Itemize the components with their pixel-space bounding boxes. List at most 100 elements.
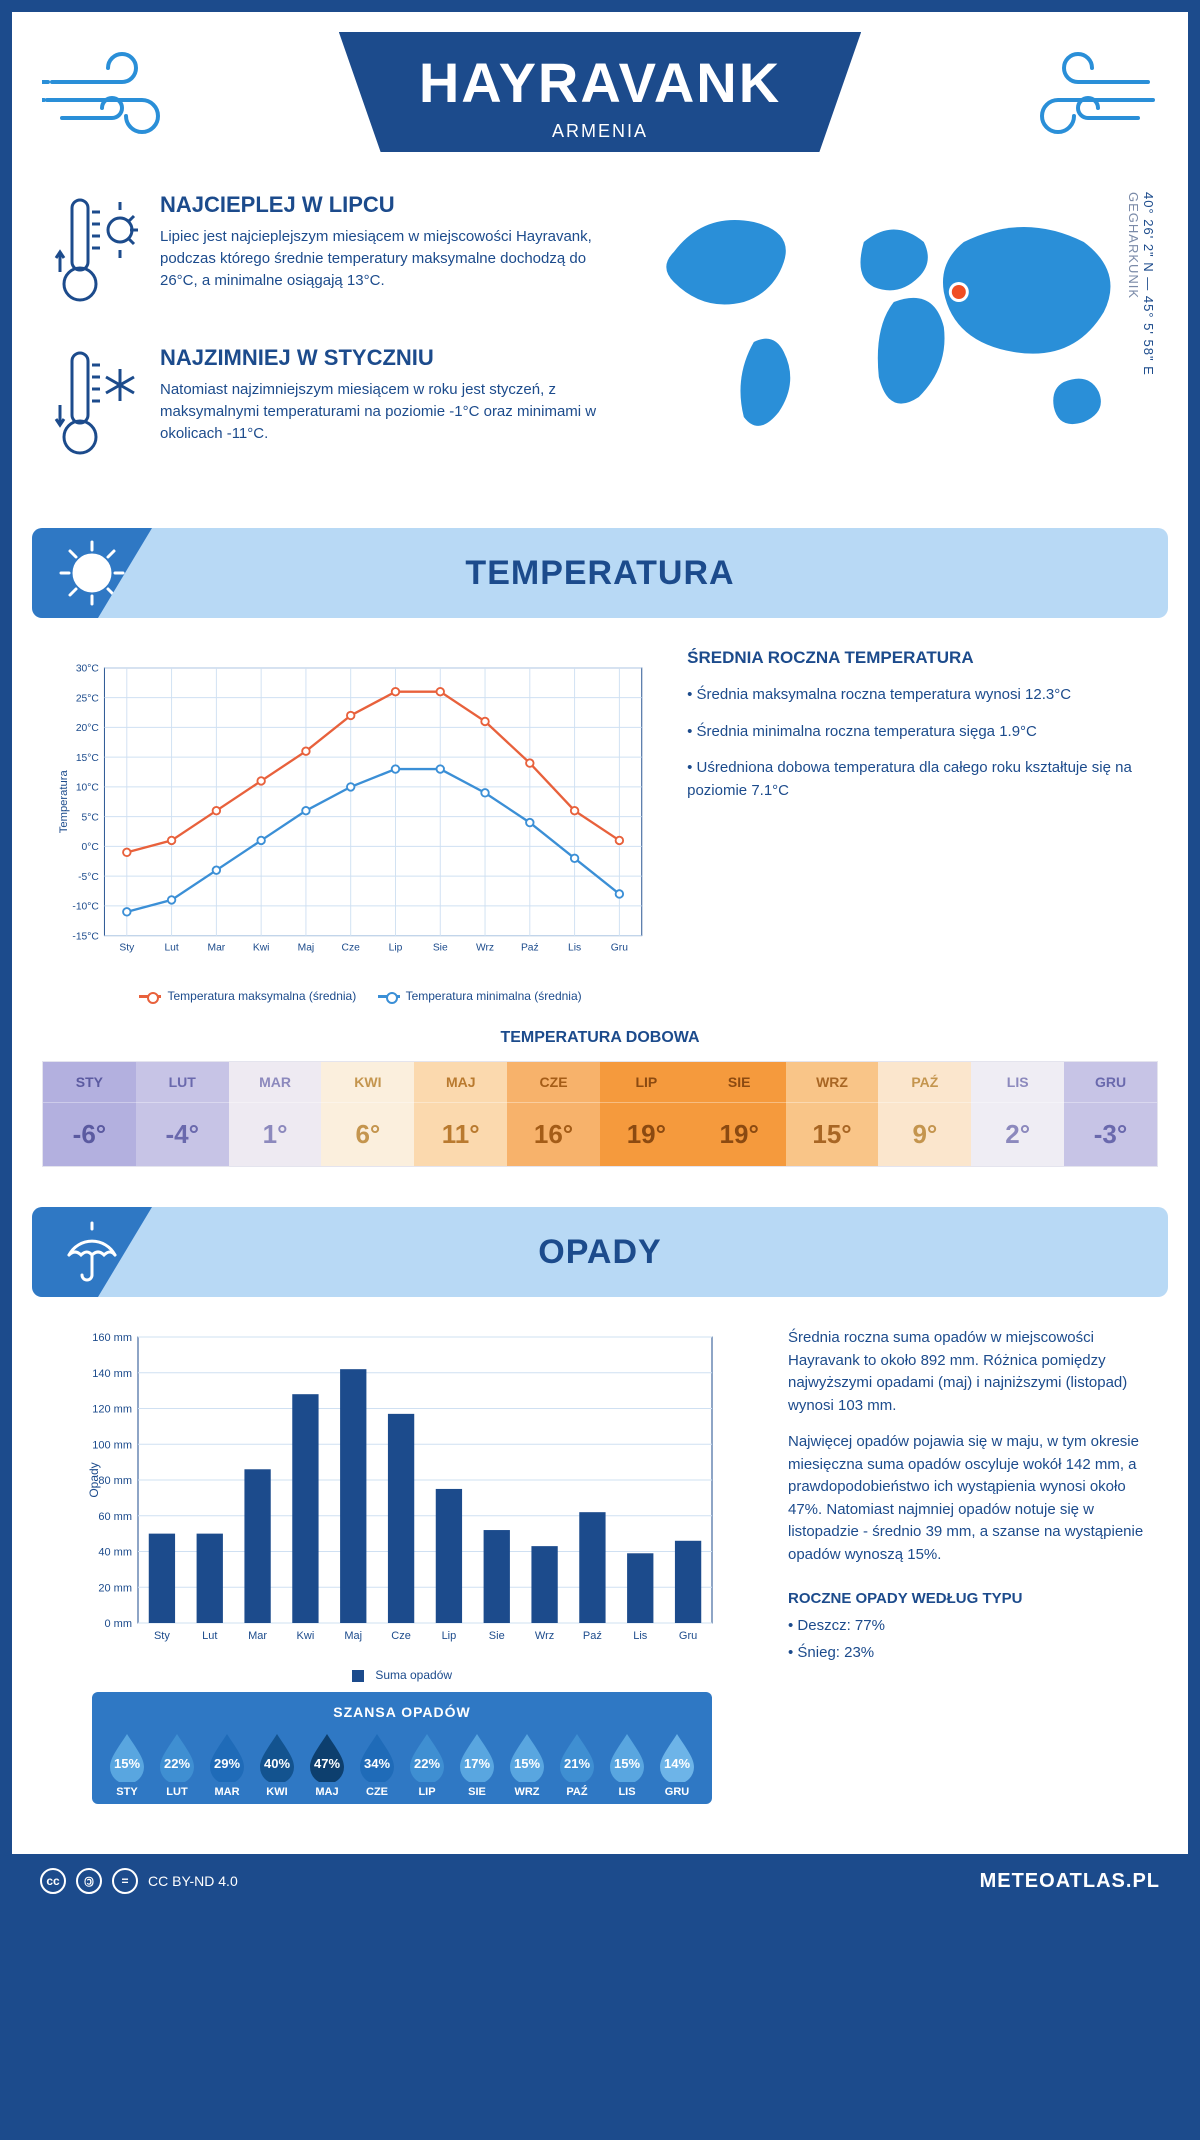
intro-map: 40° 26' 2" N — 45° 5' 58" E GEGHARKUNIK — [640, 192, 1148, 498]
daily-cell: LIS2° — [971, 1062, 1064, 1166]
svg-text:Paź: Paź — [521, 943, 539, 954]
nd-icon: = — [112, 1868, 138, 1894]
svg-text:-15°C: -15°C — [72, 931, 99, 942]
svg-text:22%: 22% — [164, 1756, 190, 1771]
section-header-precip: OPADY — [32, 1207, 1168, 1297]
svg-text:Kwi: Kwi — [297, 1630, 315, 1642]
svg-text:Cze: Cze — [342, 943, 361, 954]
svg-text:Sie: Sie — [489, 1630, 505, 1642]
country-name: ARMENIA — [419, 121, 781, 142]
fact-hottest: NAJCIEPLEJ W LIPCU Lipiec jest najcieple… — [52, 192, 610, 317]
svg-text:120 mm: 120 mm — [92, 1404, 132, 1416]
svg-text:Lip: Lip — [389, 943, 403, 954]
precip-types-title: ROCZNE OPADY WEDŁUG TYPU — [788, 1590, 1148, 1607]
svg-text:Lut: Lut — [164, 943, 178, 954]
svg-text:0 mm: 0 mm — [105, 1618, 133, 1630]
svg-text:Gru: Gru — [679, 1630, 697, 1642]
precip-rain: • Deszcz: 77% — [788, 1615, 1148, 1638]
svg-text:47%: 47% — [314, 1756, 340, 1771]
svg-text:40 mm: 40 mm — [98, 1547, 132, 1559]
section-title-temperature: TEMPERATURA — [32, 554, 1168, 593]
svg-text:20 mm: 20 mm — [98, 1582, 132, 1594]
svg-text:Mar: Mar — [208, 943, 226, 954]
daily-temp-row: STY-6°LUT-4°MAR1°KWI6°MAJ11°CZE16°LIP19°… — [42, 1061, 1158, 1167]
thermometer-cold-icon — [52, 345, 142, 470]
temp-bullet-3: • Uśredniona dobowa temperatura dla całe… — [687, 757, 1148, 802]
chance-drop: 17%SIE — [452, 1730, 502, 1798]
svg-text:15°C: 15°C — [76, 753, 100, 764]
precip-p1: Średnia roczna suma opadów w miejscowośc… — [788, 1327, 1148, 1417]
temp-bullet-2: • Średnia minimalna roczna temperatura s… — [687, 721, 1148, 744]
svg-text:Sty: Sty — [119, 943, 135, 954]
svg-text:10°C: 10°C — [76, 783, 100, 794]
svg-text:Gru: Gru — [611, 943, 628, 954]
svg-text:Sty: Sty — [154, 1630, 170, 1642]
footer-site: METEOATLAS.PL — [980, 1870, 1160, 1893]
thermometer-hot-icon — [52, 192, 142, 317]
section-title-precip: OPADY — [32, 1233, 1168, 1272]
precip-legend: Suma opadów — [52, 1668, 752, 1682]
footer: cc 🄯 = CC BY-ND 4.0 METEOATLAS.PL — [12, 1854, 1188, 1908]
svg-text:25°C: 25°C — [76, 693, 100, 704]
daily-cell: CZE16° — [507, 1062, 600, 1166]
svg-text:Wrz: Wrz — [535, 1630, 554, 1642]
temperature-body: -15°C-10°C-5°C0°C5°C10°C15°C20°C25°C30°C… — [12, 618, 1188, 1019]
chance-title: SZANSA OPADÓW — [102, 1704, 702, 1720]
cc-icon: cc — [40, 1868, 66, 1894]
header: HAYRAVANK ARMENIA — [12, 12, 1188, 192]
svg-text:Maj: Maj — [344, 1630, 362, 1642]
chance-drop: 15%STY — [102, 1730, 152, 1798]
intro-section: NAJCIEPLEJ W LIPCU Lipiec jest najcieple… — [12, 192, 1188, 528]
svg-text:Opady: Opady — [87, 1462, 101, 1497]
precip-types: ROCZNE OPADY WEDŁUG TYPU • Deszcz: 77% •… — [788, 1590, 1148, 1664]
license-text: CC BY-ND 4.0 — [148, 1873, 238, 1889]
fact-hot-title: NAJCIEPLEJ W LIPCU — [160, 192, 610, 218]
fact-coldest: NAJZIMNIEJ W STYCZNIU Natomiast najzimni… — [52, 345, 610, 470]
header-band: HAYRAVANK ARMENIA — [339, 32, 861, 152]
chance-drop: 22%LIP — [402, 1730, 452, 1798]
daily-cell: SIE19° — [693, 1062, 786, 1166]
chance-drop: 14%GRU — [652, 1730, 702, 1798]
svg-text:Lip: Lip — [442, 1630, 457, 1642]
svg-text:0°C: 0°C — [82, 842, 100, 853]
svg-text:Paź: Paź — [583, 1630, 602, 1642]
wind-decoration-right — [998, 42, 1158, 157]
footer-license: cc 🄯 = CC BY-ND 4.0 — [40, 1868, 238, 1894]
fact-cold-title: NAJZIMNIEJ W STYCZNIU — [160, 345, 610, 371]
svg-text:100 mm: 100 mm — [92, 1439, 132, 1451]
svg-text:15%: 15% — [614, 1756, 640, 1771]
section-header-temperature: TEMPERATURA — [32, 528, 1168, 618]
svg-text:160 mm: 160 mm — [92, 1332, 132, 1344]
svg-text:-5°C: -5°C — [78, 872, 99, 883]
svg-text:140 mm: 140 mm — [92, 1368, 132, 1380]
precip-body: 0 mm20 mm40 mm60 mm80 mm100 mm120 mm140 … — [12, 1297, 1188, 1824]
daily-cell: MAJ11° — [414, 1062, 507, 1166]
svg-text:Sie: Sie — [433, 943, 448, 954]
svg-text:80 mm: 80 mm — [98, 1475, 132, 1487]
chance-drop: 15%LIS — [602, 1730, 652, 1798]
svg-text:Maj: Maj — [298, 943, 315, 954]
svg-text:5°C: 5°C — [82, 812, 100, 823]
svg-text:21%: 21% — [564, 1756, 590, 1771]
daily-cell: STY-6° — [43, 1062, 136, 1166]
chance-drop: 47%MAJ — [302, 1730, 352, 1798]
svg-text:29%: 29% — [214, 1756, 240, 1771]
coordinates: 40° 26' 2" N — 45° 5' 58" E GEGHARKUNIK — [1126, 192, 1156, 376]
chance-drop: 40%KWI — [252, 1730, 302, 1798]
temperature-summary: ŚREDNIA ROCZNA TEMPERATURA • Średnia mak… — [687, 648, 1148, 1003]
svg-text:17%: 17% — [464, 1756, 490, 1771]
chance-drop: 21%PAŹ — [552, 1730, 602, 1798]
svg-text:Mar: Mar — [248, 1630, 267, 1642]
svg-text:14%: 14% — [664, 1756, 690, 1771]
svg-text:Kwi: Kwi — [253, 943, 270, 954]
wind-decoration-left — [42, 42, 202, 157]
svg-text:Lut: Lut — [202, 1630, 217, 1642]
svg-text:15%: 15% — [514, 1756, 540, 1771]
daily-cell: WRZ15° — [786, 1062, 879, 1166]
chance-drop: 29%MAR — [202, 1730, 252, 1798]
fact-hot-text: Lipiec jest najcieplejszym miesiącem w m… — [160, 226, 610, 291]
svg-text:Cze: Cze — [391, 1630, 411, 1642]
svg-text:20°C: 20°C — [76, 723, 100, 734]
daily-cell: KWI6° — [321, 1062, 414, 1166]
svg-text:22%: 22% — [414, 1756, 440, 1771]
